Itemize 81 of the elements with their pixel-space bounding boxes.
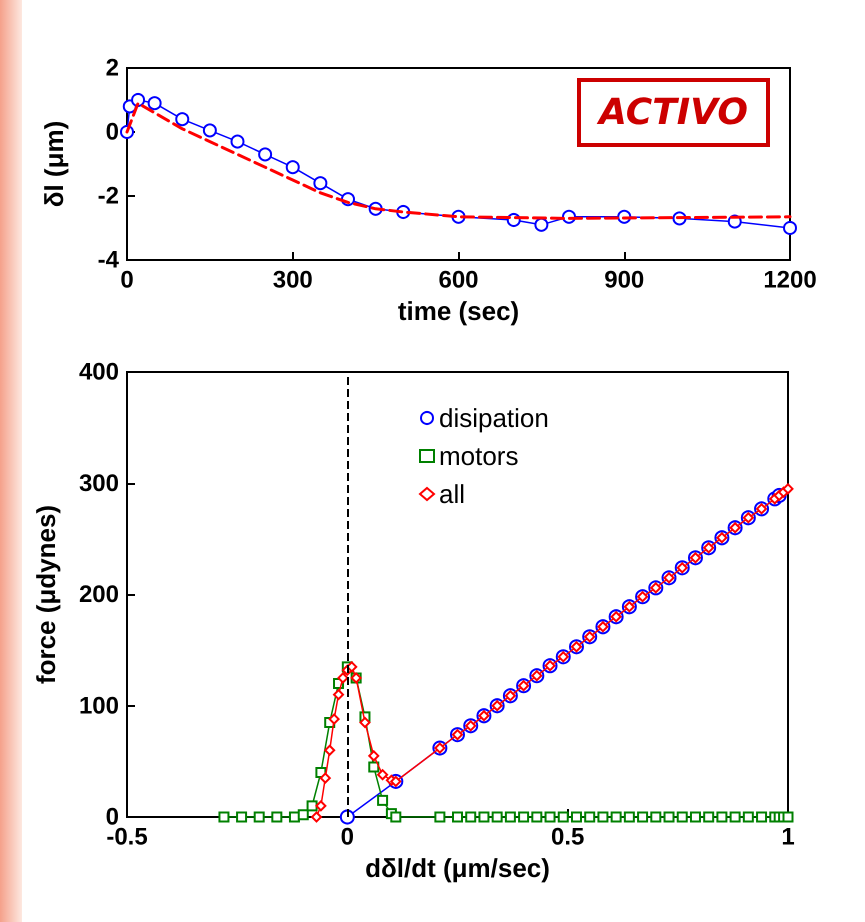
- point: [742, 812, 754, 822]
- y-tick-label: 2: [106, 54, 119, 82]
- point: [434, 812, 446, 822]
- point: [298, 809, 309, 820]
- point: [337, 672, 348, 684]
- point: [258, 147, 272, 162]
- point: [306, 800, 318, 812]
- point: [783, 221, 797, 235]
- x-tick-label: 1: [781, 824, 795, 850]
- point: [624, 812, 635, 822]
- point: [368, 750, 380, 762]
- point: [610, 812, 622, 822]
- point: [716, 812, 728, 822]
- point: [254, 812, 265, 822]
- point: [782, 812, 794, 822]
- point: [320, 772, 331, 784]
- point: [390, 812, 402, 822]
- point: [310, 812, 322, 822]
- x-tick-label: 900: [604, 266, 644, 294]
- point: [478, 812, 490, 822]
- point: [328, 714, 340, 725]
- point: [202, 123, 217, 138]
- point: [368, 761, 380, 772]
- point: [756, 812, 768, 822]
- y-axis-title: δl (μm): [39, 120, 69, 208]
- point: [131, 93, 146, 107]
- point: [703, 812, 714, 822]
- legend-label: disipation: [439, 403, 549, 433]
- y-tick-label: -4: [98, 246, 120, 274]
- point: [313, 176, 328, 190]
- annotation: ACTIVO: [577, 78, 770, 147]
- point: [175, 112, 190, 126]
- point: [584, 812, 596, 822]
- point: [465, 812, 476, 822]
- point: [531, 812, 542, 822]
- point: [340, 810, 355, 824]
- x-tick-label: 0.5: [550, 824, 584, 850]
- y-tick-label: 400: [78, 358, 119, 386]
- point: [650, 812, 662, 822]
- x-tick-label: 0: [340, 824, 354, 850]
- y-tick-label: 300: [78, 470, 119, 497]
- x-axis-title: dδl/dt (μm/sec): [365, 853, 550, 883]
- point: [570, 812, 582, 822]
- point: [148, 96, 162, 110]
- y-tick-label: 100: [78, 692, 119, 720]
- x-axis-title: time (sec): [398, 296, 520, 326]
- point: [534, 218, 548, 232]
- x-tick-label: 1200: [763, 266, 817, 294]
- point: [359, 716, 370, 728]
- point: [230, 134, 244, 149]
- point: [377, 769, 388, 780]
- point: [377, 794, 388, 806]
- x-tick-label: -0.5: [106, 824, 148, 850]
- point: [690, 812, 701, 822]
- point: [452, 812, 463, 822]
- point: [286, 160, 300, 174]
- point: [492, 812, 503, 822]
- y-tick-label: -2: [98, 182, 119, 210]
- y-tick-label: 200: [78, 581, 119, 608]
- legend-label: motors: [439, 441, 518, 471]
- point: [324, 744, 336, 756]
- point: [236, 812, 248, 822]
- point: [315, 800, 326, 812]
- point: [637, 812, 648, 822]
- point: [504, 812, 516, 822]
- point: [271, 812, 282, 822]
- y-axis-title: force (μdynes): [31, 504, 61, 684]
- point: [558, 812, 569, 822]
- point: [676, 812, 688, 822]
- point: [333, 689, 344, 700]
- x-tick-label: 600: [438, 266, 479, 294]
- point: [782, 483, 794, 494]
- legend-label: all: [439, 479, 466, 509]
- point: [218, 812, 230, 822]
- point: [597, 812, 608, 822]
- point: [730, 812, 741, 822]
- point: [518, 812, 530, 822]
- point: [664, 812, 675, 822]
- y-tick-label: 0: [106, 118, 119, 146]
- x-tick-label: 300: [272, 266, 313, 294]
- point: [544, 812, 556, 822]
